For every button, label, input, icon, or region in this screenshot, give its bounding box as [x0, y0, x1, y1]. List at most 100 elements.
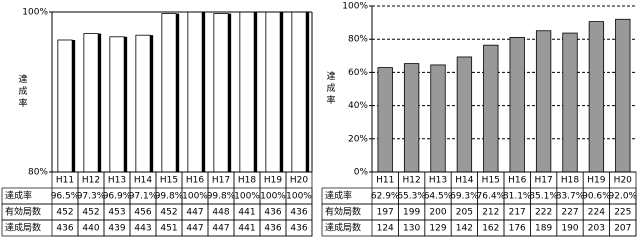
- x-tick-label: H14: [455, 176, 473, 186]
- value-label: 99.8%: [155, 192, 184, 202]
- table-value: 200: [429, 208, 446, 218]
- value-label: 90.6%: [582, 192, 611, 202]
- value-label: 64.5%: [424, 192, 453, 202]
- x-tick-label: H15: [160, 176, 178, 186]
- x-tick-label: H12: [402, 176, 420, 186]
- value-label: 65.3%: [397, 192, 426, 202]
- y-tick-label: 20%: [348, 134, 368, 144]
- y-axis-label: 達成率: [325, 70, 336, 107]
- value-label: 92.0%: [609, 192, 638, 202]
- table-value: 452: [160, 208, 177, 218]
- table-value: 130: [403, 224, 420, 234]
- row-label: 達成局数: [5, 222, 41, 234]
- table-value: 176: [509, 224, 526, 234]
- table-value: 439: [108, 224, 125, 234]
- bar: [239, 11, 255, 173]
- table-value: 453: [108, 208, 125, 218]
- value-label: 85.1%: [529, 192, 558, 202]
- y-tick-label: 80%: [348, 35, 368, 45]
- y-tick-label: 40%: [348, 101, 368, 111]
- y-tick-label: 100%: [22, 8, 48, 18]
- table-value: 447: [212, 224, 229, 234]
- bar: [615, 18, 631, 173]
- value-label: 81.1%: [503, 192, 532, 202]
- value-label: 100%: [234, 192, 260, 202]
- x-tick-label: H17: [212, 176, 230, 186]
- value-label: 97.3%: [77, 192, 106, 202]
- y-tick-label: 60%: [348, 68, 368, 78]
- table-row: [1, 219, 313, 237]
- x-tick-label: H18: [238, 176, 256, 186]
- table-value: 203: [588, 224, 605, 234]
- bar: [535, 30, 552, 173]
- row-label: 有効局数: [325, 206, 361, 218]
- x-tick-label: H13: [108, 176, 126, 186]
- bar: [83, 33, 99, 173]
- table-value: 212: [482, 208, 499, 218]
- table-value: 443: [134, 224, 151, 234]
- bar: [187, 11, 203, 173]
- x-tick-label: H16: [186, 176, 204, 186]
- y-tick-label: 0%: [354, 168, 369, 178]
- value-label: 76.4%: [477, 192, 506, 202]
- table-value: 440: [82, 224, 99, 234]
- value-label: 100%: [286, 192, 312, 202]
- bar: [135, 34, 151, 173]
- bar: [562, 32, 578, 173]
- x-tick-label: H19: [264, 176, 282, 186]
- x-tick-label: H15: [482, 176, 500, 186]
- bar: [265, 11, 281, 173]
- row-label: 達成率: [325, 190, 352, 202]
- x-tick-label: H11: [56, 176, 74, 186]
- table-value: 451: [160, 224, 177, 234]
- x-tick-label: H18: [561, 176, 579, 186]
- table-value: 217: [509, 208, 526, 218]
- table-value: 436: [264, 208, 281, 218]
- bar: [161, 13, 177, 173]
- value-label: 96.5%: [51, 192, 80, 202]
- row-label: 達成率: [5, 190, 32, 202]
- bar: [377, 67, 393, 173]
- bar: [109, 36, 125, 173]
- value-label: 100%: [182, 192, 208, 202]
- table-value: 190: [561, 224, 578, 234]
- y-tick-label: 100%: [342, 2, 368, 12]
- bar: [57, 39, 73, 173]
- bar: [509, 36, 525, 173]
- table-value: 227: [561, 208, 578, 218]
- x-tick-label: H19: [587, 176, 605, 186]
- table-value: 452: [56, 208, 73, 218]
- table-value: 447: [186, 208, 203, 218]
- table-value: 452: [82, 208, 99, 218]
- table-value: 447: [186, 224, 203, 234]
- bar: [213, 13, 229, 173]
- table-value: 162: [482, 224, 499, 234]
- table-value: 199: [403, 208, 420, 218]
- x-tick-label: H20: [614, 176, 632, 186]
- table-value: 225: [614, 208, 631, 218]
- bar: [483, 44, 499, 173]
- table-value: 197: [377, 208, 394, 218]
- bar: [456, 56, 473, 173]
- table-value: 224: [588, 208, 605, 218]
- bar: [403, 63, 420, 173]
- table-value: 436: [56, 224, 73, 234]
- table-value: 456: [134, 208, 151, 218]
- value-label: 100%: [260, 192, 286, 202]
- table-value: 441: [238, 208, 255, 218]
- value-label: 62.9%: [371, 192, 400, 202]
- table-value: 436: [264, 224, 281, 234]
- table-value: 436: [290, 208, 307, 218]
- table-value: 205: [456, 208, 473, 218]
- x-tick-label: H13: [429, 176, 447, 186]
- x-tick-label: H12: [82, 176, 100, 186]
- value-label: 96.9%: [103, 192, 132, 202]
- x-tick-label: H16: [508, 176, 526, 186]
- table-value: 124: [377, 224, 394, 234]
- table-value: 441: [238, 224, 255, 234]
- y-axis-label: 達成率: [17, 73, 28, 110]
- x-tick-label: H20: [290, 176, 308, 186]
- table-value: 222: [535, 208, 552, 218]
- value-label: 97.1%: [129, 192, 158, 202]
- row-label: 有効局数: [5, 206, 41, 218]
